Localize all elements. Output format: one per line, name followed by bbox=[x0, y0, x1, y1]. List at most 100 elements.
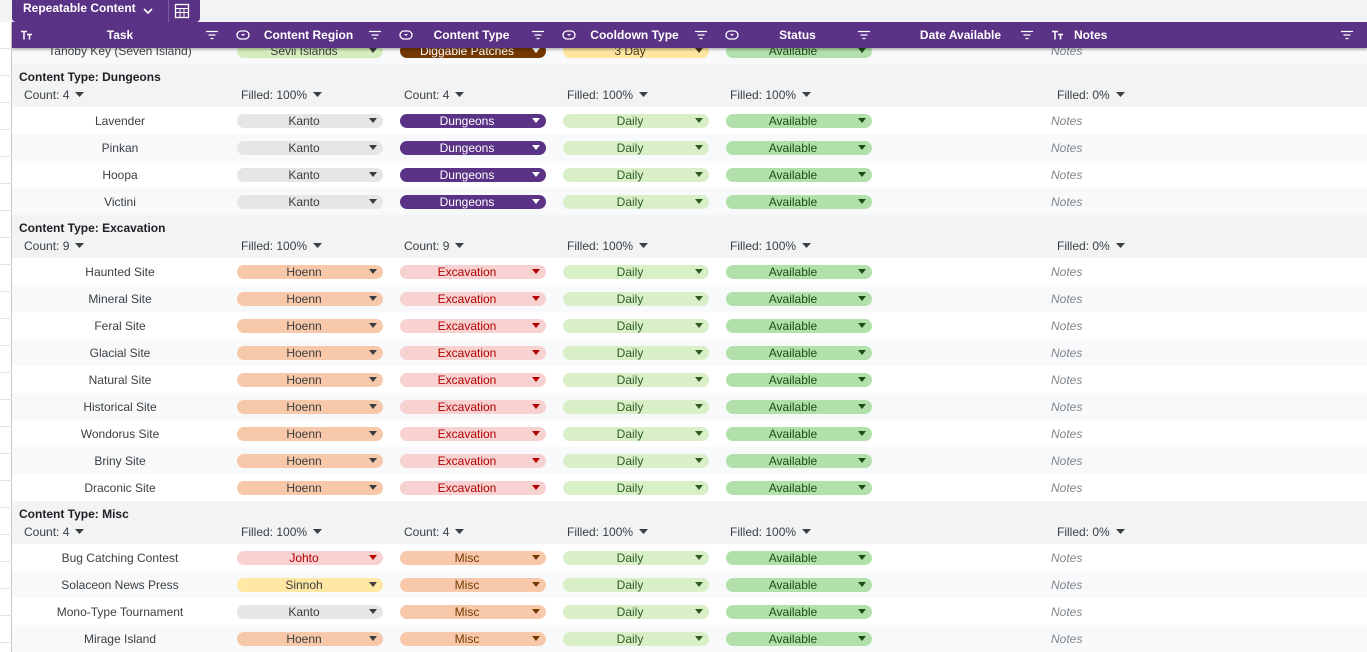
chip-dropdown[interactable]: Misc bbox=[400, 550, 546, 565]
summary-dropdown[interactable]: Count: 4 bbox=[404, 525, 465, 539]
chip-dropdown[interactable]: Daily bbox=[563, 631, 709, 646]
summary-dropdown[interactable]: Filled: 100% bbox=[241, 239, 323, 253]
summary-dropdown[interactable]: Filled: 100% bbox=[730, 525, 812, 539]
chip-dropdown[interactable]: Excavation bbox=[400, 372, 546, 387]
chip-dropdown[interactable]: Kanto bbox=[237, 113, 383, 128]
chip-dropdown[interactable]: Excavation bbox=[400, 291, 546, 306]
gutter-line bbox=[0, 237, 12, 238]
table-tab[interactable]: Repeatable Content bbox=[12, 0, 200, 22]
chip-dropdown[interactable]: Daily bbox=[563, 453, 709, 468]
summary-dropdown[interactable]: Filled: 100% bbox=[567, 525, 649, 539]
chip-dropdown[interactable]: Hoenn bbox=[237, 372, 383, 387]
summary-dropdown[interactable]: Count: 9 bbox=[24, 239, 85, 253]
filter-button[interactable] bbox=[1021, 30, 1033, 40]
chip-dropdown[interactable]: Excavation bbox=[400, 318, 546, 333]
tab-dropdown[interactable] bbox=[142, 5, 154, 17]
chip-dropdown[interactable]: Hoenn bbox=[237, 426, 383, 441]
chip-dropdown[interactable]: Available bbox=[726, 453, 872, 468]
chip-dropdown[interactable]: Daily bbox=[563, 372, 709, 387]
chip-dropdown[interactable]: Available bbox=[726, 140, 872, 155]
filter-button[interactable] bbox=[206, 30, 218, 40]
chip-dropdown[interactable]: Dungeons bbox=[400, 167, 546, 182]
chip-dropdown[interactable]: Available bbox=[726, 480, 872, 495]
chip-dropdown[interactable]: Misc bbox=[400, 577, 546, 592]
chip-dropdown[interactable]: Kanto bbox=[237, 604, 383, 619]
chip-dropdown[interactable]: Kanto bbox=[237, 140, 383, 155]
chip-dropdown[interactable]: Dungeons bbox=[400, 194, 546, 209]
chip-dropdown[interactable]: Available bbox=[726, 604, 872, 619]
chip-dropdown[interactable]: Available bbox=[726, 631, 872, 646]
filter-button[interactable] bbox=[369, 30, 381, 40]
chip-dropdown[interactable]: Daily bbox=[563, 194, 709, 209]
filter-button[interactable] bbox=[1341, 30, 1353, 40]
summary-dropdown[interactable]: Filled: 0% bbox=[1057, 525, 1125, 539]
chip-dropdown[interactable]: Daily bbox=[563, 399, 709, 414]
chip-dropdown[interactable]: Available bbox=[726, 264, 872, 279]
chip-dropdown[interactable]: Daily bbox=[563, 345, 709, 360]
summary-dropdown[interactable]: Filled: 100% bbox=[567, 88, 649, 102]
summary-dropdown[interactable]: Filled: 100% bbox=[730, 88, 812, 102]
chip-dropdown[interactable]: Johto bbox=[237, 550, 383, 565]
summary-dropdown[interactable]: Count: 4 bbox=[24, 525, 85, 539]
chip-dropdown[interactable]: Available bbox=[726, 318, 872, 333]
summary-dropdown[interactable]: Filled: 100% bbox=[567, 239, 649, 253]
chip-dropdown[interactable]: Hoenn bbox=[237, 480, 383, 495]
chip-dropdown[interactable]: Hoenn bbox=[237, 399, 383, 414]
chip-dropdown[interactable]: Available bbox=[726, 167, 872, 182]
table-icon[interactable] bbox=[174, 3, 190, 19]
chip-dropdown[interactable]: Dungeons bbox=[400, 140, 546, 155]
summary-dropdown[interactable]: Filled: 100% bbox=[241, 88, 323, 102]
filter-button[interactable] bbox=[858, 30, 870, 40]
chip-dropdown[interactable]: Excavation bbox=[400, 480, 546, 495]
chip-dropdown[interactable]: Hoenn bbox=[237, 345, 383, 360]
summary-label: Count: 4 bbox=[404, 88, 450, 102]
chip-dropdown[interactable]: Daily bbox=[563, 318, 709, 333]
chip-dropdown[interactable]: Daily bbox=[563, 480, 709, 495]
chip-dropdown[interactable]: Excavation bbox=[400, 345, 546, 360]
filter-button[interactable] bbox=[532, 30, 544, 40]
chip-dropdown[interactable]: Available bbox=[726, 291, 872, 306]
chip-dropdown[interactable]: Kanto bbox=[237, 167, 383, 182]
chip-dropdown[interactable]: Excavation bbox=[400, 264, 546, 279]
chip-dropdown[interactable]: Hoenn bbox=[237, 453, 383, 468]
chip-dropdown[interactable]: Dungeons bbox=[400, 113, 546, 128]
summary-dropdown[interactable]: Filled: 100% bbox=[730, 239, 812, 253]
filter-button[interactable] bbox=[695, 30, 707, 40]
chip-dropdown[interactable]: Daily bbox=[563, 140, 709, 155]
chip-dropdown[interactable]: Excavation bbox=[400, 426, 546, 441]
chip-dropdown[interactable]: Available bbox=[726, 194, 872, 209]
chip-dropdown[interactable]: Sinnoh bbox=[237, 577, 383, 592]
chip-dropdown[interactable]: Hoenn bbox=[237, 291, 383, 306]
chip-dropdown[interactable]: Hoenn bbox=[237, 264, 383, 279]
chip-dropdown[interactable]: Available bbox=[726, 113, 872, 128]
chip-dropdown[interactable]: Daily bbox=[563, 167, 709, 182]
chip-dropdown[interactable]: Daily bbox=[563, 550, 709, 565]
summary-label: Filled: 100% bbox=[241, 88, 308, 102]
chip-dropdown[interactable]: Daily bbox=[563, 604, 709, 619]
chip-dropdown[interactable]: Available bbox=[726, 399, 872, 414]
chip-dropdown[interactable]: Excavation bbox=[400, 399, 546, 414]
chip-dropdown[interactable]: Available bbox=[726, 372, 872, 387]
chip-dropdown[interactable]: Daily bbox=[563, 113, 709, 128]
summary-dropdown[interactable]: Count: 4 bbox=[24, 88, 85, 102]
chip-dropdown[interactable]: Hoenn bbox=[237, 631, 383, 646]
chip-dropdown[interactable]: Daily bbox=[563, 426, 709, 441]
chip-dropdown[interactable]: Available bbox=[726, 577, 872, 592]
chip-dropdown[interactable]: Misc bbox=[400, 604, 546, 619]
summary-dropdown[interactable]: Filled: 0% bbox=[1057, 239, 1125, 253]
chip-dropdown[interactable]: Daily bbox=[563, 264, 709, 279]
chip-dropdown[interactable]: Available bbox=[726, 426, 872, 441]
summary-dropdown[interactable]: Filled: 100% bbox=[241, 525, 323, 539]
chip-dropdown[interactable]: Hoenn bbox=[237, 318, 383, 333]
summary-dropdown[interactable]: Filled: 0% bbox=[1057, 88, 1125, 102]
chip-dropdown[interactable]: Daily bbox=[563, 291, 709, 306]
chip-dropdown[interactable]: Available bbox=[726, 345, 872, 360]
summary-dropdown[interactable]: Count: 4 bbox=[404, 88, 465, 102]
chip-dropdown[interactable]: Excavation bbox=[400, 453, 546, 468]
notes-cell: Notes bbox=[1051, 550, 1083, 565]
summary-dropdown[interactable]: Count: 9 bbox=[404, 239, 465, 253]
chip-dropdown[interactable]: Daily bbox=[563, 577, 709, 592]
chip-dropdown[interactable]: Kanto bbox=[237, 194, 383, 209]
chip-dropdown[interactable]: Available bbox=[726, 550, 872, 565]
chip-dropdown[interactable]: Misc bbox=[400, 631, 546, 646]
